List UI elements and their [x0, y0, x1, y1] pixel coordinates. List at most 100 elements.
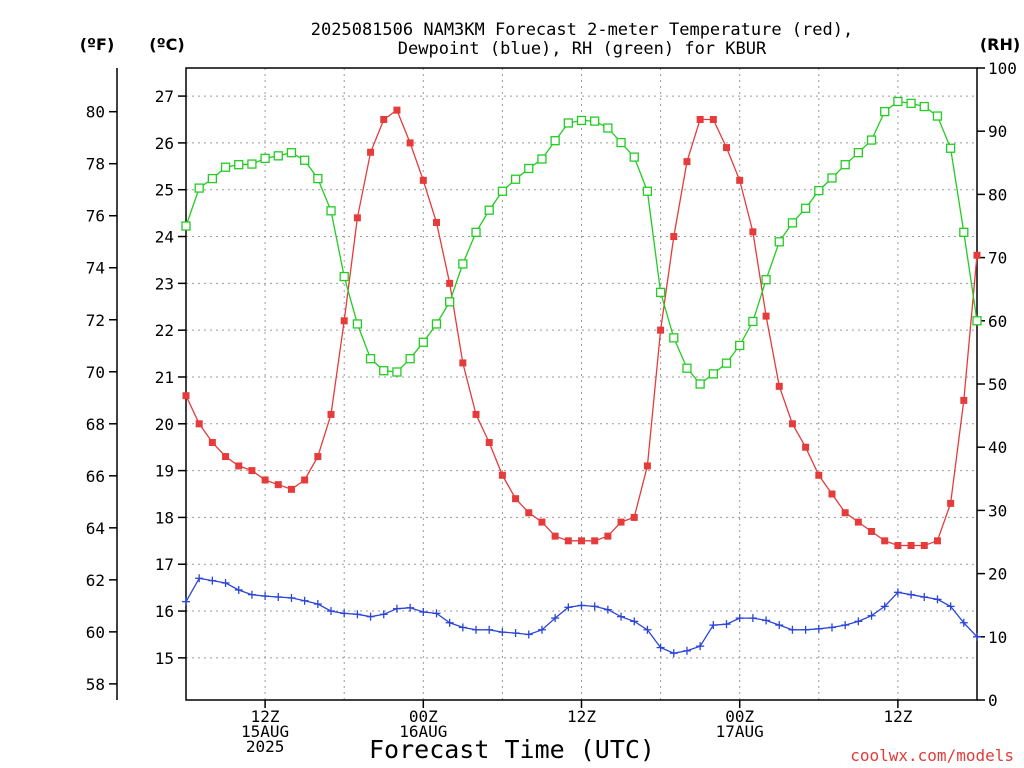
data-point-dewpoint [814, 624, 823, 633]
data-point-temperature [973, 251, 981, 259]
data-point-temperature [261, 476, 269, 484]
data-point-rh [959, 227, 969, 237]
fahrenheit-tick-label: 66 [86, 467, 105, 486]
data-point-temperature [960, 396, 968, 404]
data-point-temperature [630, 513, 638, 521]
data-point-temperature [432, 218, 440, 226]
x-tick-label: 12Z [251, 707, 280, 726]
data-point-dewpoint [551, 614, 560, 623]
data-point-dewpoint [933, 595, 942, 604]
data-point-dewpoint [432, 609, 441, 618]
data-point-dewpoint [788, 625, 797, 634]
data-point-rh [510, 174, 521, 184]
data-point-dewpoint [208, 576, 217, 585]
celsius-tick-label: 20 [155, 415, 174, 434]
data-point-temperature [907, 542, 915, 550]
data-point-dewpoint [603, 605, 612, 614]
fahrenheit-tick-label: 76 [86, 207, 105, 226]
data-point-rh [352, 319, 363, 329]
rh-tick-label: 60 [988, 312, 1007, 331]
data-point-temperature [709, 115, 717, 123]
fahrenheit-tick-label: 58 [86, 675, 105, 694]
data-point-temperature [274, 481, 282, 489]
data-point-dewpoint [907, 590, 916, 599]
data-point-temperature [841, 509, 849, 517]
data-point-dewpoint [406, 603, 415, 612]
data-point-temperature [881, 537, 889, 545]
data-point-rh [866, 135, 877, 145]
data-point-dewpoint [392, 604, 401, 613]
x-tick-label: 16AUG [399, 722, 447, 741]
data-point-temperature [195, 420, 203, 428]
data-point-rh [273, 151, 283, 161]
data-point-temperature [736, 176, 744, 184]
data-point-rh [234, 160, 244, 170]
data-point-rh [682, 363, 692, 373]
x-tick-label: 12Z [567, 707, 596, 726]
data-point-temperature [578, 537, 585, 545]
data-point-rh [629, 152, 639, 162]
data-point-temperature [947, 499, 955, 507]
data-point-rh [299, 155, 310, 165]
data-point-rh [392, 367, 402, 377]
data-point-rh [365, 354, 376, 364]
data-point-dewpoint [234, 585, 243, 594]
data-point-dewpoint [537, 625, 546, 634]
data-point-dewpoint [709, 621, 718, 630]
data-point-temperature [235, 462, 243, 470]
data-point-rh [814, 185, 824, 196]
data-point-dewpoint [748, 614, 757, 623]
data-point-temperature [340, 317, 348, 325]
data-point-temperature [920, 542, 928, 550]
data-point-dewpoint [735, 614, 744, 623]
data-point-temperature [933, 537, 941, 545]
data-point-dewpoint [973, 632, 981, 641]
data-point-temperature [670, 233, 678, 241]
data-point-rh [590, 116, 600, 126]
data-point-temperature [894, 542, 902, 550]
fahrenheit-tick-label: 74 [86, 259, 105, 278]
data-point-temperature [353, 214, 361, 222]
data-point-dewpoint [775, 621, 784, 630]
data-point-temperature [459, 359, 467, 367]
data-point-dewpoint [182, 597, 190, 606]
data-point-rh [761, 275, 771, 285]
data-point-dewpoint [445, 618, 454, 627]
data-point-dewpoint [300, 596, 309, 605]
series-temperature [182, 106, 981, 550]
data-point-dewpoint [630, 617, 639, 626]
data-point-rh [748, 316, 758, 327]
data-point-dewpoint [656, 643, 665, 652]
data-point-dewpoint [682, 646, 691, 655]
data-point-dewpoint [762, 616, 771, 625]
data-point-dewpoint [340, 609, 349, 618]
data-point-temperature [301, 476, 309, 484]
data-point-rh [880, 106, 890, 117]
data-point-rh [840, 160, 850, 170]
data-point-dewpoint [274, 593, 283, 602]
data-point-rh [721, 358, 732, 368]
fahrenheit-tick-label: 62 [86, 571, 105, 590]
data-point-temperature [828, 490, 836, 498]
x-tick-label: 00Z [409, 707, 438, 726]
data-point-rh [669, 333, 679, 343]
celsius-tick-label: 23 [155, 274, 174, 293]
fahrenheit-tick-label: 72 [86, 311, 105, 330]
data-point-rh [524, 163, 534, 174]
x-tick-label: 17AUG [716, 722, 764, 741]
data-point-rh [893, 96, 903, 107]
data-point-rh [827, 173, 837, 183]
data-point-dewpoint [195, 574, 204, 583]
data-point-temperature [472, 410, 480, 418]
data-point-dewpoint [419, 607, 428, 616]
data-point-rh [616, 137, 626, 148]
data-point-temperature [525, 509, 533, 517]
celsius-tick-label: 16 [155, 602, 174, 621]
celsius-tick-label: 21 [155, 368, 174, 387]
data-point-temperature [788, 420, 796, 428]
rh-unit-label: (RH) [980, 35, 1020, 54]
data-point-rh [471, 227, 481, 237]
data-point-rh [800, 203, 811, 213]
fahrenheit-tick-label: 70 [86, 363, 105, 382]
data-point-temperature [604, 532, 612, 540]
